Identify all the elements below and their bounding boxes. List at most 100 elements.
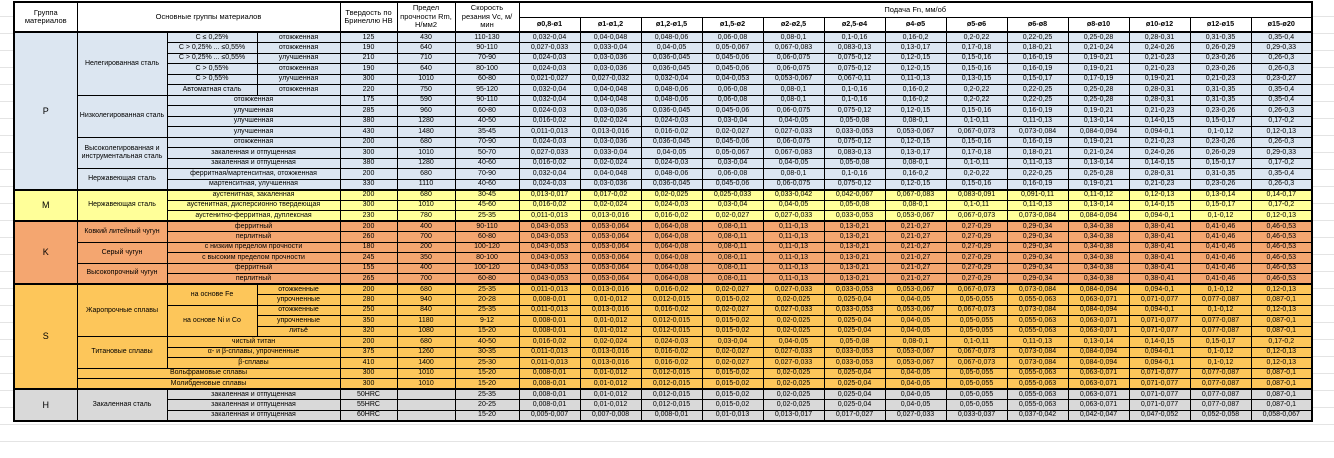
feed-cell: 0,083-0,13 [823,147,886,159]
feed-cell: 0,036-0,045 [640,63,703,75]
feed-cell: 0,02-0,025 [762,378,825,390]
feed-cell: 0,063-0,071 [1067,378,1130,390]
material-cell: отожженные [256,304,341,316]
feed-cell: 0,11-0,13 [1006,157,1069,169]
feed-cell: 0,083-0,091 [945,188,1008,201]
feed-cell: 0,091-0,11 [1006,188,1069,201]
feed-cell: 0,011-0,013 [518,210,581,222]
material-cell: улучшенная [256,73,341,85]
material-cell: отожженная [166,94,341,106]
feed-cell: 0,055-0,063 [1006,315,1069,327]
feed-cell: 0,087-0,1 [1250,315,1313,327]
feed-cell: 0,05-0,055 [945,378,1008,390]
feed-cell: 0,04-0,048 [579,168,642,180]
feed-cell: 0,053-0,067 [884,357,947,369]
hardness-cell: 190 [339,42,398,54]
feed-cell: 0,11-0,13 [762,220,825,232]
feed-cell: 0,26-0,3 [1250,52,1313,64]
group-letter-cell: M [13,188,78,222]
hardness-cell: 210 [339,52,398,64]
feed-cell: 0,05-0,055 [945,315,1008,327]
speed-cell: 40-60 [454,178,520,190]
hardness-cell: 430 [339,126,398,138]
feed-cell: 0,27-0,29 [945,273,1008,285]
hardness-cell: 200 [339,188,398,201]
speed-cell: 35-45 [454,126,520,138]
speed-cell: 15-20 [454,325,520,337]
feed-cell: 0,027-0,033 [518,42,581,54]
feed-cell: 0,016-0,02 [518,115,581,127]
feed-cell: 0,27-0,29 [945,220,1008,232]
feed-cell: 0,094-0,1 [1128,126,1191,138]
table-row: Автоматная сталь отожженная 220 750 95-120 0,… [14,84,1313,96]
strength-cell: 700 [396,231,456,243]
feed-cell: 0,048-0,06 [640,84,703,96]
feed-cell: 0,28-0,31 [1128,168,1191,180]
feed-cell: 0,21-0,27 [884,273,947,285]
feed-cell: 0,08-0,1 [762,31,825,43]
feed-cell: 0,047-0,052 [1128,409,1191,421]
strength-cell: 1480 [396,126,456,138]
strength-cell: 400 [396,262,456,274]
material-cell: закаленная и отпущенная [166,399,341,411]
feed-cell: 0,08-0,11 [701,252,764,264]
feed-cell: 0,13-0,14 [1067,157,1130,169]
feed-cell: 0,26-0,3 [1250,178,1313,190]
feed-cell: 0,005-0,007 [518,409,581,421]
hardness-cell: 230 [339,210,398,222]
feed-cell: 0,033-0,04 [579,147,642,159]
feed-cell: 0,15-0,17 [1189,199,1252,211]
feed-diameter-header: ø1,5-ø2 [701,16,764,33]
feed-cell: 0,46-0,53 [1250,231,1313,243]
feed-cell: 0,043-0,053 [518,273,581,285]
feed-cell: 0,12-0,15 [884,178,947,190]
feed-cell: 0,12-0,13 [1250,283,1313,295]
speed-cell: 70-90 [454,168,520,180]
table-row: C > 0,25% ... ≤0,55% отожженная 190 640 90-1… [14,42,1313,54]
feed-cell: 0,23-0,26 [1189,105,1252,117]
feed-cell: 0,084-0,094 [1067,304,1130,316]
feed-cell: 0,21-0,27 [884,262,947,274]
feed-cell: 0,01-0,012 [579,315,642,327]
feed-cell: 0,21-0,27 [884,241,947,253]
feed-cell: 0,016-0,02 [640,210,703,222]
feed-cell: 0,008-0,01 [518,325,581,337]
speed-cell: 80-100 [454,63,520,75]
feed-cell: 0,11-0,13 [762,231,825,243]
feed-cell: 0,02-0,025 [762,315,825,327]
material-cell: аустенитно-ферритная, дуплексная [166,210,341,222]
feed-cell: 0,08-0,11 [701,231,764,243]
feed-cell: 0,13-0,21 [823,273,886,285]
material-cell: отожженная [256,42,341,54]
feed-cell: 0,1-0,12 [1189,346,1252,358]
feed-cell: 0,1-0,12 [1189,357,1252,369]
feed-cell: 0,027-0,033 [762,304,825,316]
speed-cell: 60-80 [454,105,520,117]
feed-cell: 0,015-0,02 [701,378,764,390]
feed-cell: 0,053-0,064 [579,252,642,264]
feed-cell: 0,067-0,073 [945,304,1008,316]
feed-cell: 0,02-0,027 [701,346,764,358]
feed-cell: 0,19-0,21 [1067,63,1130,75]
feed-cell: 0,032-0,04 [518,168,581,180]
feed-cell: 0,067-0,073 [945,346,1008,358]
feed-cell: 0,016-0,02 [518,336,581,348]
feed-cell: 0,46-0,53 [1250,273,1313,285]
feed-cell: 0,11-0,12 [1067,188,1130,201]
feed-cell: 0,02-0,027 [701,304,764,316]
table-row: K Ковкий литейный чугун ферритный 200 400 90-… [13,220,1313,285]
feed-cell: 0,015-0,02 [701,388,764,400]
material-cell: Нержавеющая сталь [76,168,168,190]
group-letter-cell: H [13,388,78,421]
hardness-cell: 300 [339,378,398,390]
hardness-cell: 380 [339,115,398,127]
feed-cell: 0,073-0,084 [1006,357,1069,369]
feed-cell: 0,094-0,1 [1128,304,1191,316]
table-row: P Нелегированная сталь C ≤ 0,25% отожженная… [13,31,1313,190]
feed-cell: 0,2-0,22 [945,84,1008,96]
strength-cell: 680 [396,136,456,148]
feed-cell: 0,027-0,032 [579,73,642,85]
feed-cell: 0,02-0,027 [701,126,764,138]
table-row: улучшенная 430 1480 35-45 0,011-0,013 0,013-0… [14,126,1313,138]
table-row: Серый чугун с низким пределом прочности 18… [14,241,1313,264]
